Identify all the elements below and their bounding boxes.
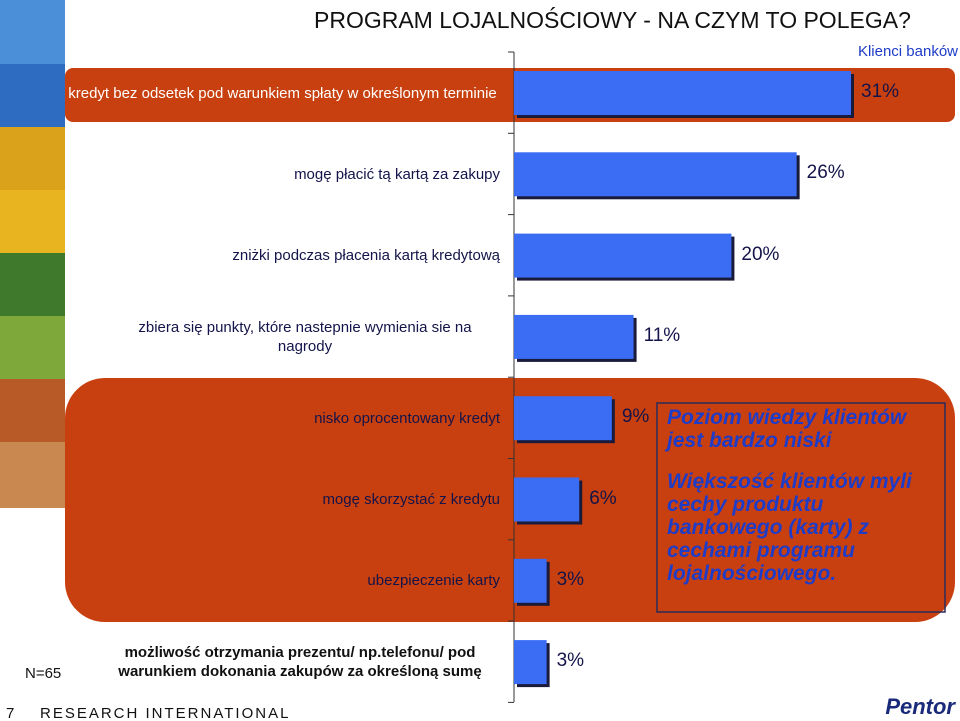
- photo-tile: [0, 190, 65, 253]
- chart-title: PROGRAM LOJALNOŚCIOWY - NA CZYM TO POLEG…: [314, 6, 911, 33]
- category-label: mogę skorzystać z kredytu: [322, 491, 500, 508]
- category-label: zbiera się punkty, które nastepnie wymie…: [138, 318, 472, 355]
- value-label: 20%: [741, 243, 780, 265]
- callout-text: Większość klientów myli cechy produktu b…: [667, 470, 912, 585]
- bar: [514, 71, 851, 115]
- photo-tile: [0, 127, 65, 190]
- photo-tile: [0, 253, 65, 316]
- bar: [514, 640, 547, 685]
- photo-tile: [0, 64, 65, 127]
- bar: [514, 477, 580, 522]
- value-label: 31%: [861, 81, 900, 102]
- logo: Pentor: [885, 694, 956, 719]
- callout: Poziom wiedzy klientów jest bardzo niski…: [667, 406, 942, 585]
- bar: [514, 558, 547, 603]
- bar: [514, 233, 732, 278]
- sample-size: N=65: [25, 665, 61, 682]
- bar: [514, 152, 797, 197]
- legend-entry: Klienci banków: [858, 43, 958, 60]
- photo-tile: [0, 0, 65, 64]
- photo-tile: [0, 379, 65, 442]
- value-label: 3%: [556, 650, 585, 672]
- highlight-band: [65, 378, 955, 622]
- callout-box: [656, 402, 946, 613]
- photo-tile: [0, 316, 65, 379]
- callout-text: Poziom wiedzy klientów jest bardzo niski: [667, 406, 907, 452]
- photo-tile: [0, 442, 65, 508]
- value-label: 3%: [556, 568, 585, 590]
- value-label: 11%: [643, 324, 681, 346]
- value-label: 26%: [806, 162, 845, 184]
- bar: [514, 396, 612, 441]
- category-label: zniżki podczas płacenia kartą kredytową: [232, 247, 500, 265]
- value-label: 9%: [621, 406, 650, 428]
- page-number: 7: [6, 705, 14, 721]
- category-label: mogę płacić tą kartą za zakupy: [294, 165, 500, 183]
- category-label: możliwość otrzymania prezentu/ np.telefo…: [118, 644, 482, 681]
- category-label: ubezpieczenie karty: [367, 572, 500, 590]
- category-label: nisko oprocentowany kredyt: [314, 409, 500, 427]
- footer-text: RESEARCH INTERNATIONAL: [40, 705, 290, 721]
- bar: [514, 314, 634, 359]
- value-label: 6%: [589, 487, 617, 509]
- category-label: kredyt bez odsetek pod warunkiem spłaty …: [68, 84, 497, 102]
